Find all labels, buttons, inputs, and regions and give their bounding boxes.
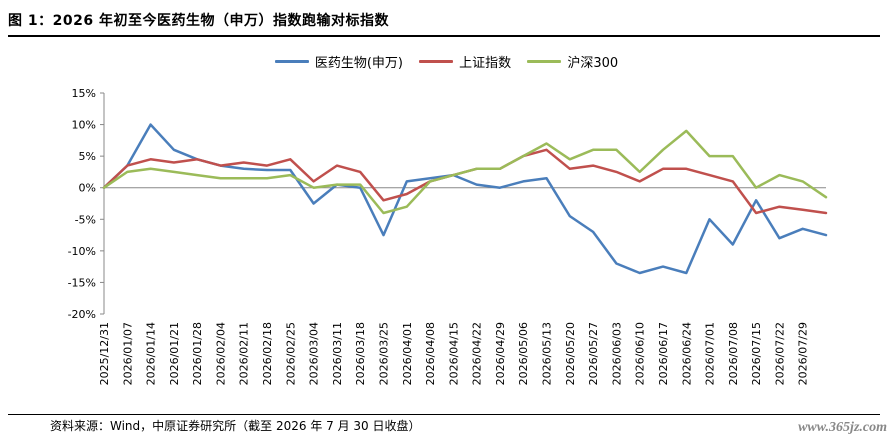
- legend-label-1: 上证指数: [459, 56, 512, 71]
- x-tick-label: 2026/06/10: [634, 322, 647, 385]
- x-tick-label: 2026/03/04: [308, 322, 321, 385]
- legend-item-1: 上证指数: [419, 52, 511, 71]
- x-tick-label: 2026/06/17: [657, 322, 670, 385]
- y-tick-label: -15%: [68, 276, 96, 289]
- x-tick-label: 2026/07/15: [750, 322, 763, 385]
- x-tick-label: 2026/02/25: [284, 322, 297, 385]
- legend-swatch-2: [527, 60, 562, 63]
- y-tick-label: 0%: [79, 182, 96, 195]
- legend-swatch-0: [274, 60, 309, 63]
- x-tick-label: 2026/06/03: [610, 322, 623, 385]
- x-tick-label: 2026/04/08: [424, 322, 437, 385]
- y-tick-label: -20%: [68, 308, 96, 321]
- x-tick-label: 2026/07/08: [727, 322, 740, 385]
- x-tick-label: 2026/01/07: [121, 322, 134, 385]
- x-tick-label: 2026/02/11: [238, 322, 251, 385]
- x-tick-label: 2026/03/25: [377, 322, 390, 385]
- series-line-1: [102, 148, 828, 215]
- x-tick-label: 2026/04/01: [401, 322, 414, 385]
- series-line-0: [102, 123, 828, 275]
- x-tick-label: 2026/06/24: [680, 322, 693, 385]
- x-tick-label: 2026/04/29: [494, 322, 507, 385]
- x-tick-label: 2025/12/31: [98, 322, 111, 385]
- legend-swatch-1: [419, 60, 454, 63]
- source-divider: [8, 414, 880, 415]
- legend-item-2: 沪深300: [527, 52, 618, 71]
- x-tick-label: 2026/05/13: [541, 322, 554, 385]
- x-tick-label: 2026/04/22: [471, 322, 484, 385]
- x-tick-label: 2026/05/06: [517, 322, 530, 385]
- y-tick-label: 5%: [79, 150, 96, 163]
- figure-title: 图 1：2026 年初至今医药生物（申万）指数跑输对标指数: [8, 13, 389, 29]
- x-tick-label: 2026/05/20: [564, 322, 577, 385]
- x-tick-label: 2026/07/22: [773, 322, 786, 385]
- x-tick-label: 2026/07/29: [797, 322, 810, 385]
- x-tick-label: 2026/02/18: [261, 322, 274, 385]
- y-tick-label: 10%: [72, 119, 96, 132]
- series-line-2: [102, 129, 828, 215]
- legend-item-0: 医药生物(申万): [274, 52, 404, 71]
- x-tick-label: 2026/02/04: [214, 322, 227, 385]
- legend-label-0: 医药生物(申万): [314, 56, 404, 71]
- legend-label-2: 沪深300: [567, 56, 619, 71]
- x-tick-label: 2026/03/18: [354, 322, 367, 385]
- x-tick-label: 2026/05/27: [587, 322, 600, 385]
- x-tick-label: 2026/07/01: [704, 322, 717, 385]
- chart-legend: 医药生物(申万) 上证指数 沪深300: [0, 52, 893, 71]
- x-tick-label: 2026/01/14: [145, 322, 158, 385]
- y-tick-label: 15%: [72, 87, 96, 100]
- x-tick-label: 2026/04/15: [447, 322, 460, 385]
- y-tick-label: -5%: [75, 213, 96, 226]
- watermark-logo: www.365jz.com: [798, 420, 887, 435]
- x-tick-label: 2026/01/21: [168, 322, 181, 385]
- x-tick-label: 2026/03/11: [331, 322, 344, 385]
- x-tick-label: 2026/01/28: [191, 322, 204, 385]
- y-tick-label: -10%: [68, 245, 96, 258]
- source-note: 资料来源：Wind，中原证券研究所（截至 2026 年 7 月 30 日收盘）: [50, 419, 421, 433]
- line-chart: -20% -15% -10% -5% 0% 5% 10% 15% 2025/12/31 2026/…: [68, 87, 828, 385]
- title-divider: [8, 35, 880, 37]
